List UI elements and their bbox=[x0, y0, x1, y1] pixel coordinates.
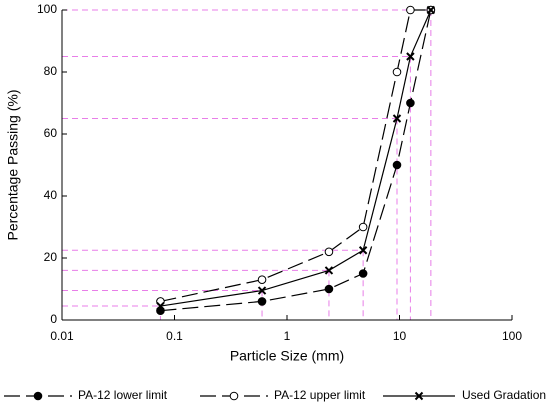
x-axis-label: Particle Size (mm) bbox=[230, 348, 344, 364]
data-point bbox=[324, 266, 334, 275]
data-point bbox=[257, 286, 267, 295]
legend-label: PA-12 upper limit bbox=[274, 388, 366, 402]
legend-marker bbox=[33, 391, 43, 401]
data-point bbox=[358, 246, 368, 255]
data-point bbox=[392, 114, 402, 123]
legend-label: PA-12 lower limit bbox=[78, 388, 168, 402]
x-tick-label: 100 bbox=[502, 329, 522, 343]
data-point bbox=[324, 247, 334, 257]
legend-marker bbox=[414, 391, 424, 401]
y-tick-label: 0 bbox=[50, 312, 57, 326]
data-point bbox=[324, 284, 334, 294]
y-tick-label: 100 bbox=[37, 2, 57, 16]
x-tick-label: 1 bbox=[284, 329, 291, 343]
legend-marker bbox=[229, 391, 239, 401]
y-tick-label: 60 bbox=[44, 126, 58, 140]
y-tick-label: 40 bbox=[44, 188, 58, 202]
y-tick-label: 20 bbox=[44, 250, 58, 264]
x-tick-label: 0.01 bbox=[50, 329, 74, 343]
data-point bbox=[406, 98, 415, 108]
legend-label: Used Gradation bbox=[462, 388, 546, 402]
data-point bbox=[257, 275, 267, 285]
data-point bbox=[406, 52, 415, 61]
data-point bbox=[358, 222, 368, 232]
y-axis-label: Percentage Passing (%) bbox=[5, 90, 21, 241]
data-point bbox=[257, 297, 267, 306]
data-point bbox=[426, 5, 436, 15]
x-tick-label: 0.1 bbox=[166, 329, 183, 343]
data-point bbox=[392, 160, 402, 170]
data-point bbox=[406, 5, 415, 15]
series-line bbox=[160, 9, 431, 302]
data-point bbox=[358, 269, 368, 278]
y-tick-label: 80 bbox=[44, 64, 58, 78]
series-line bbox=[160, 9, 432, 307]
data-point bbox=[392, 67, 402, 77]
x-tick-label: 10 bbox=[393, 329, 407, 343]
data-point bbox=[156, 301, 165, 311]
